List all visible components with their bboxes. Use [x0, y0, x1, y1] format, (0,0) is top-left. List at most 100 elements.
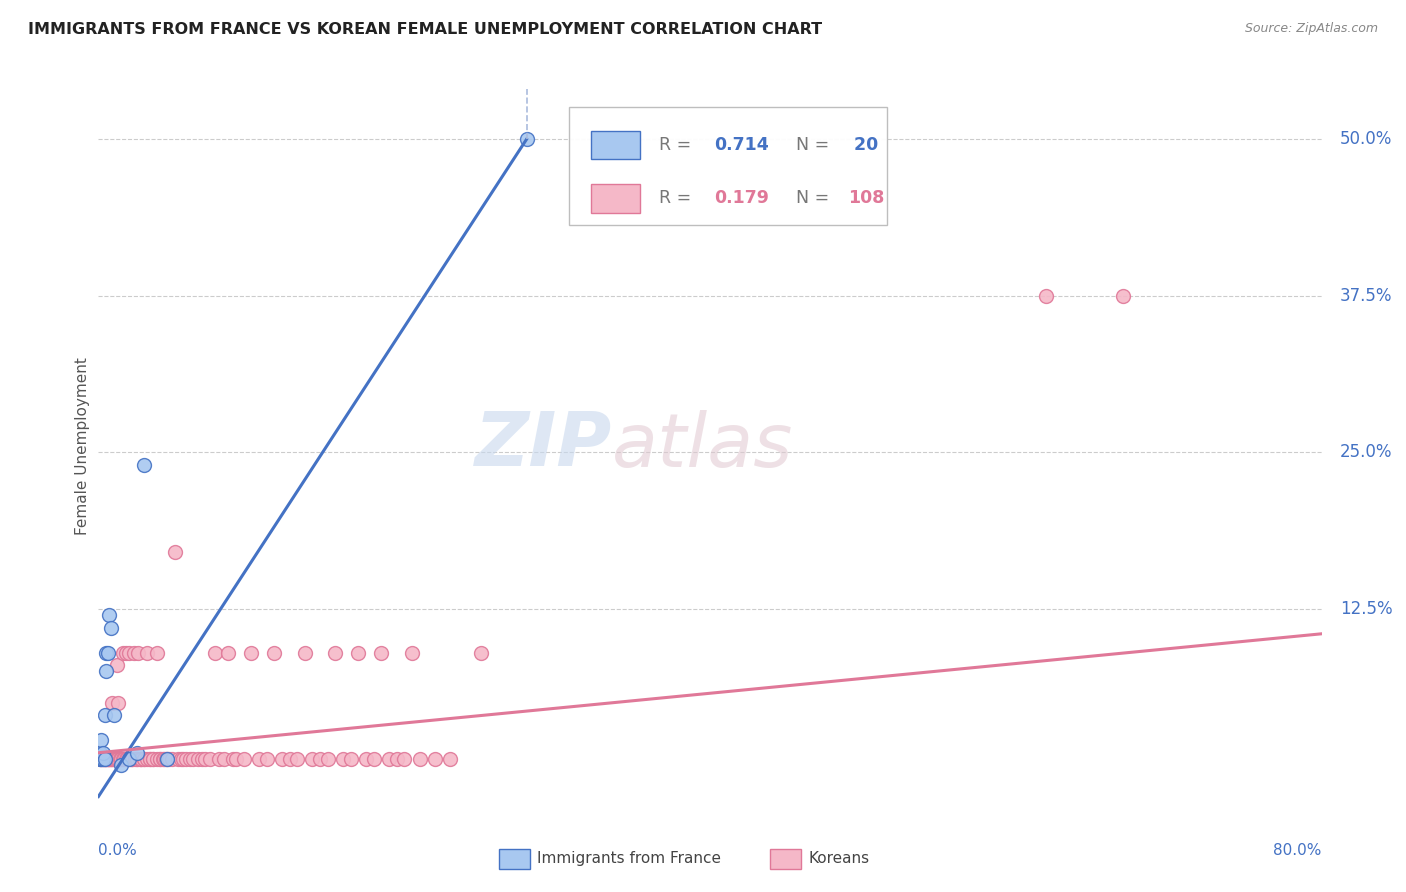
Point — [128, 752, 150, 766]
Point — [363, 752, 385, 766]
Point — [194, 752, 217, 766]
Point — [301, 752, 323, 766]
Point — [294, 646, 316, 660]
Point — [285, 752, 308, 766]
Point — [90, 733, 112, 747]
Point — [170, 752, 193, 766]
Point — [347, 646, 370, 660]
Point — [516, 132, 538, 146]
Point — [100, 621, 122, 635]
Point — [139, 752, 162, 766]
Point — [153, 752, 176, 766]
Point — [124, 752, 146, 766]
Point — [108, 752, 131, 766]
Point — [378, 752, 401, 766]
Point — [172, 752, 194, 766]
Point — [149, 752, 172, 766]
Point — [187, 752, 209, 766]
Point — [112, 752, 135, 766]
FancyBboxPatch shape — [592, 184, 640, 212]
Point — [142, 752, 165, 766]
Point — [122, 646, 145, 660]
Text: R =: R = — [658, 189, 696, 207]
Text: 12.5%: 12.5% — [1340, 599, 1392, 618]
Point — [129, 752, 152, 766]
Point — [127, 646, 149, 660]
Point — [94, 752, 117, 766]
Text: 0.179: 0.179 — [714, 189, 769, 207]
Point — [110, 752, 132, 766]
Point — [208, 752, 231, 766]
Point — [121, 752, 143, 766]
Point — [155, 752, 177, 766]
Point — [423, 752, 446, 766]
Point — [115, 752, 138, 766]
Point — [142, 752, 165, 766]
Point — [152, 752, 174, 766]
Point — [247, 752, 270, 766]
Point — [339, 752, 361, 766]
Point — [156, 752, 179, 766]
Point — [91, 752, 114, 766]
FancyBboxPatch shape — [569, 107, 887, 225]
Text: 0.714: 0.714 — [714, 136, 769, 153]
Point — [111, 646, 134, 660]
Point — [118, 752, 141, 766]
Point — [401, 646, 423, 660]
Point — [145, 752, 167, 766]
Point — [278, 752, 301, 766]
Point — [93, 752, 115, 766]
Point — [110, 752, 132, 766]
Point — [107, 752, 129, 766]
Text: N =: N = — [796, 189, 834, 207]
Point — [91, 746, 114, 760]
Point — [136, 752, 159, 766]
Point — [439, 752, 461, 766]
Point — [111, 752, 134, 766]
Point — [90, 752, 112, 766]
Point — [174, 752, 197, 766]
Point — [470, 646, 492, 660]
Point — [89, 746, 111, 760]
Point — [120, 752, 142, 766]
Point — [101, 696, 124, 710]
Point — [212, 752, 235, 766]
Point — [191, 752, 214, 766]
Point — [97, 646, 120, 660]
Point — [105, 658, 128, 673]
Point — [118, 646, 141, 660]
Point — [103, 752, 125, 766]
Point — [204, 646, 226, 660]
Point — [408, 752, 430, 766]
Y-axis label: Female Unemployment: Female Unemployment — [75, 357, 90, 535]
Point — [225, 752, 247, 766]
Point — [103, 708, 125, 723]
Point — [125, 752, 148, 766]
Point — [1112, 289, 1135, 303]
Point — [101, 752, 124, 766]
Point — [139, 752, 162, 766]
Point — [98, 607, 121, 622]
Point — [91, 752, 114, 766]
Text: 108: 108 — [848, 189, 884, 207]
Text: 25.0%: 25.0% — [1340, 443, 1392, 461]
Text: Source: ZipAtlas.com: Source: ZipAtlas.com — [1244, 22, 1378, 36]
Text: Immigrants from France: Immigrants from France — [537, 851, 721, 865]
Point — [157, 752, 180, 766]
Text: 0.0%: 0.0% — [98, 843, 138, 858]
Point — [145, 646, 167, 660]
Point — [325, 646, 347, 660]
Point — [270, 752, 292, 766]
Point — [332, 752, 354, 766]
Text: Koreans: Koreans — [808, 851, 869, 865]
Point — [256, 752, 278, 766]
Point — [104, 752, 127, 766]
Point — [93, 752, 115, 766]
Point — [115, 646, 138, 660]
Text: ZIP: ZIP — [475, 409, 612, 483]
Point — [90, 752, 112, 766]
Point — [385, 752, 408, 766]
Point — [110, 758, 132, 772]
Point — [89, 752, 111, 766]
Point — [125, 746, 148, 760]
